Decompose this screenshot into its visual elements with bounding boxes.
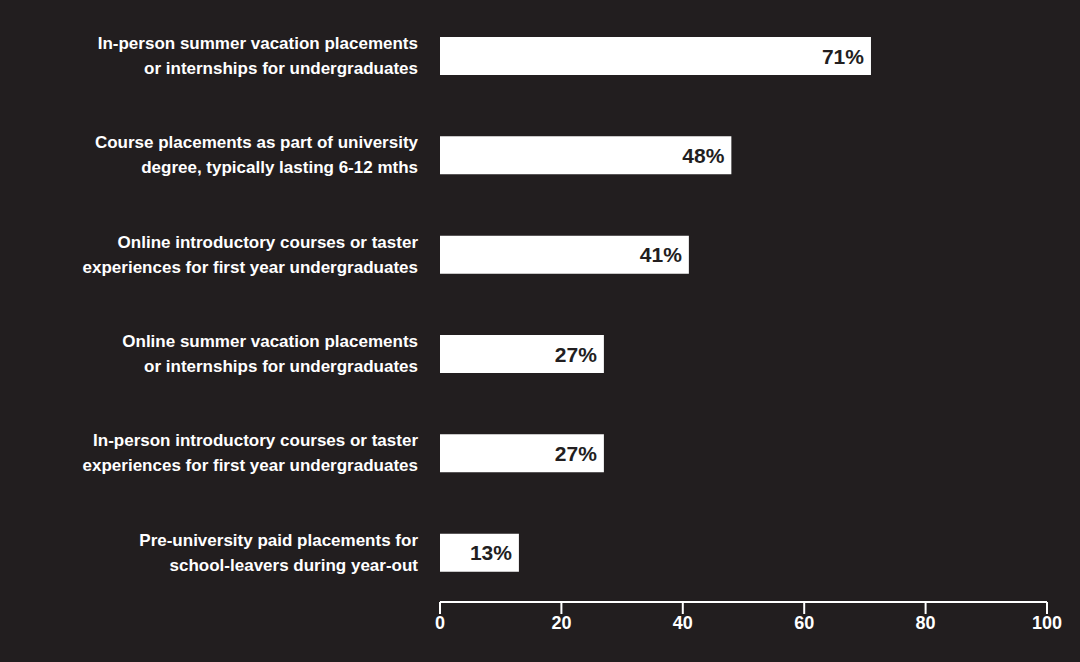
svg-text:13%: 13% bbox=[470, 541, 512, 564]
svg-text:Pre-university paid placements: Pre-university paid placements forschool… bbox=[139, 531, 418, 575]
svg-text:27%: 27% bbox=[555, 442, 597, 465]
svg-text:27%: 27% bbox=[555, 343, 597, 366]
svg-text:40: 40 bbox=[673, 613, 693, 633]
svg-text:In-person summer vacation plac: In-person summer vacation placementsor i… bbox=[98, 34, 418, 78]
svg-text:100: 100 bbox=[1032, 613, 1062, 633]
svg-text:Online introductory courses or: Online introductory courses or tasterexp… bbox=[83, 233, 419, 277]
svg-text:Online summer vacation placeme: Online summer vacation placementsor inte… bbox=[122, 332, 418, 376]
svg-text:0: 0 bbox=[435, 613, 445, 633]
svg-text:60: 60 bbox=[794, 613, 814, 633]
svg-text:80: 80 bbox=[916, 613, 936, 633]
svg-text:41%: 41% bbox=[640, 243, 682, 266]
svg-text:Course placements as part of u: Course placements as part of universityd… bbox=[95, 133, 419, 177]
svg-text:20: 20 bbox=[551, 613, 571, 633]
svg-text:71%: 71% bbox=[822, 45, 864, 68]
svg-text:48%: 48% bbox=[682, 144, 724, 167]
svg-text:In-person introductory courses: In-person introductory courses or taster… bbox=[83, 431, 419, 475]
